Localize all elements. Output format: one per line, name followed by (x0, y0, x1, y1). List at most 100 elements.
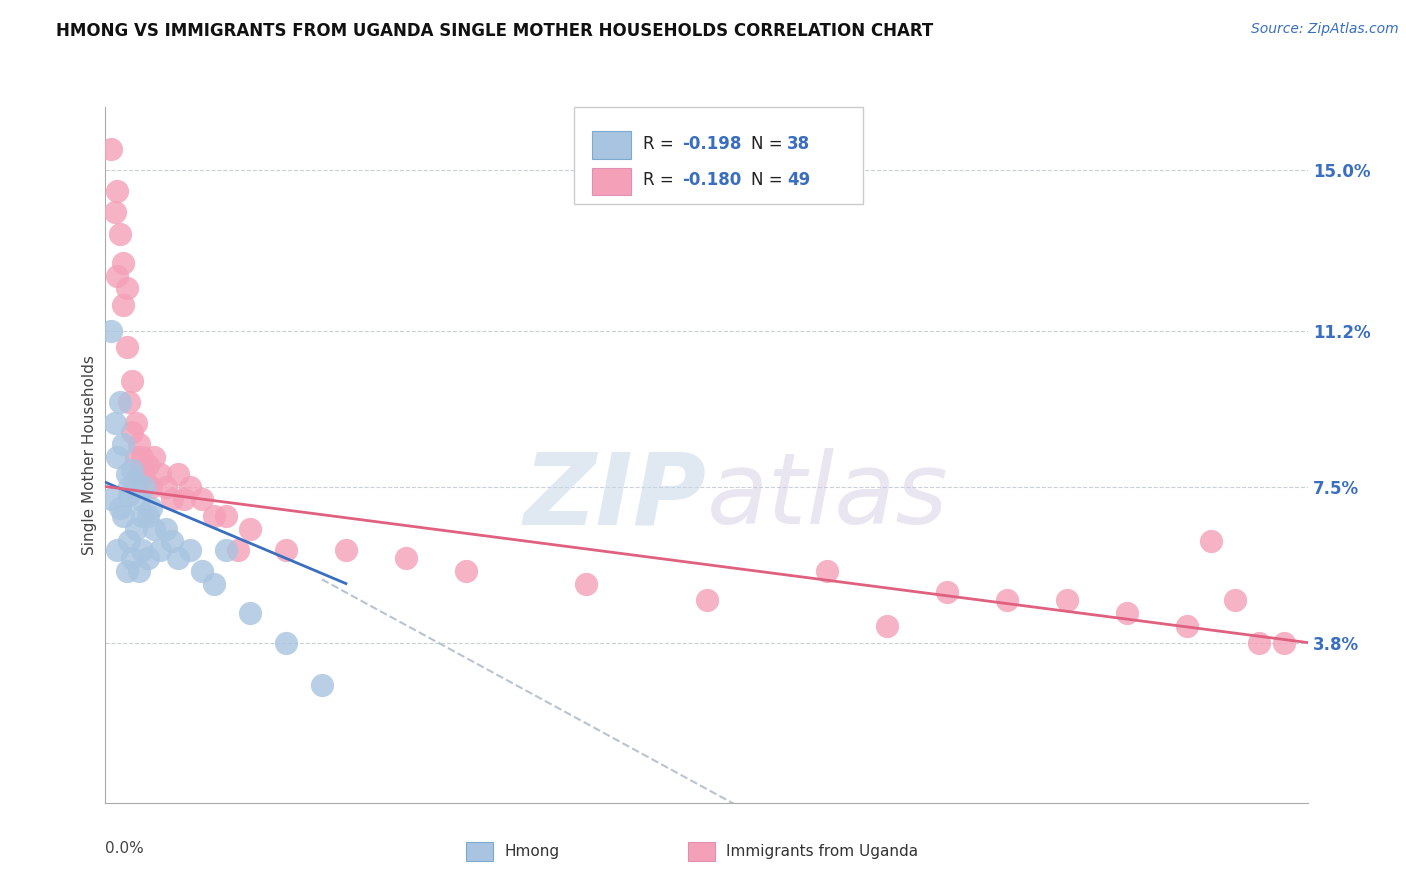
Point (136, 509, 159, 524)
Point (575, 576, 598, 591)
Point (115, 340, 138, 354)
Y-axis label: Single Mother Households: Single Mother Households (82, 355, 97, 555)
Point (214, 509, 236, 524)
Point (124, 522, 146, 536)
Point (936, 585, 959, 599)
Point (118, 395, 141, 409)
Point (131, 450, 153, 464)
Point (107, 185, 129, 199)
Text: 0.0%: 0.0% (105, 841, 145, 856)
Point (239, 606, 262, 620)
Text: N =: N = (751, 135, 787, 153)
Point (131, 542, 153, 557)
Point (166, 551, 188, 566)
Point (1272, 635, 1295, 649)
Point (128, 564, 150, 578)
Point (124, 417, 146, 431)
Point (100, 142, 122, 156)
Text: Immigrants from Uganda: Immigrants from Uganda (725, 844, 918, 859)
FancyBboxPatch shape (592, 131, 631, 159)
Point (121, 463, 143, 477)
Point (112, 509, 135, 524)
Point (121, 551, 143, 566)
Point (142, 522, 165, 536)
Text: 49: 49 (787, 171, 810, 189)
Text: HMONG VS IMMIGRANTS FROM UGANDA SINGLE MOTHER HOUSEHOLDS CORRELATION CHART: HMONG VS IMMIGRANTS FROM UGANDA SINGLE M… (56, 22, 934, 40)
Point (100, 492, 122, 507)
Point (104, 205, 127, 219)
Point (1249, 635, 1271, 649)
Text: atlas: atlas (707, 448, 948, 545)
Text: -0.180: -0.180 (682, 171, 742, 189)
Point (139, 479, 162, 493)
Point (1116, 606, 1139, 620)
Point (132, 479, 155, 493)
Point (454, 564, 477, 578)
Point (121, 425, 143, 439)
Point (128, 492, 150, 507)
Point (115, 467, 138, 481)
Point (136, 551, 159, 566)
Point (107, 268, 129, 283)
Point (214, 542, 236, 557)
Point (179, 479, 201, 493)
Text: R =: R = (643, 135, 679, 153)
Point (202, 509, 225, 524)
FancyBboxPatch shape (592, 168, 631, 195)
Point (160, 534, 183, 549)
Point (173, 492, 195, 507)
Point (274, 542, 297, 557)
Point (190, 564, 212, 578)
Point (121, 374, 143, 388)
FancyBboxPatch shape (465, 842, 492, 862)
Point (155, 479, 177, 493)
Text: Source: ZipAtlas.com: Source: ZipAtlas.com (1251, 22, 1399, 37)
Point (160, 492, 183, 507)
Point (148, 467, 170, 481)
Point (190, 492, 212, 507)
Point (132, 467, 155, 481)
Point (112, 298, 135, 312)
Point (128, 467, 150, 481)
Point (335, 542, 357, 557)
Point (128, 437, 150, 451)
Point (112, 256, 135, 270)
Point (696, 593, 718, 607)
Point (112, 437, 135, 451)
Point (226, 542, 249, 557)
Point (118, 488, 141, 502)
Point (131, 509, 153, 524)
Point (239, 522, 262, 536)
Text: -0.198: -0.198 (682, 135, 742, 153)
Point (108, 227, 131, 241)
Point (179, 542, 201, 557)
Point (124, 475, 146, 490)
Point (142, 450, 165, 464)
Point (876, 618, 898, 632)
Point (155, 522, 177, 536)
Point (311, 678, 333, 692)
Point (202, 576, 225, 591)
Point (166, 467, 188, 481)
Text: ZIP: ZIP (523, 448, 707, 545)
Point (107, 450, 129, 464)
Point (1175, 618, 1198, 632)
Point (107, 542, 129, 557)
Point (148, 542, 170, 557)
Point (815, 564, 838, 578)
Point (1201, 534, 1223, 549)
Point (1056, 593, 1078, 607)
Text: 38: 38 (787, 135, 810, 153)
Point (395, 551, 418, 566)
Point (115, 281, 138, 295)
Point (118, 534, 141, 549)
FancyBboxPatch shape (689, 842, 714, 862)
Text: R =: R = (643, 171, 679, 189)
Point (124, 450, 146, 464)
Point (995, 593, 1018, 607)
FancyBboxPatch shape (574, 107, 863, 204)
Point (108, 500, 131, 515)
Point (118, 479, 141, 493)
Point (100, 324, 122, 338)
Point (1225, 593, 1247, 607)
